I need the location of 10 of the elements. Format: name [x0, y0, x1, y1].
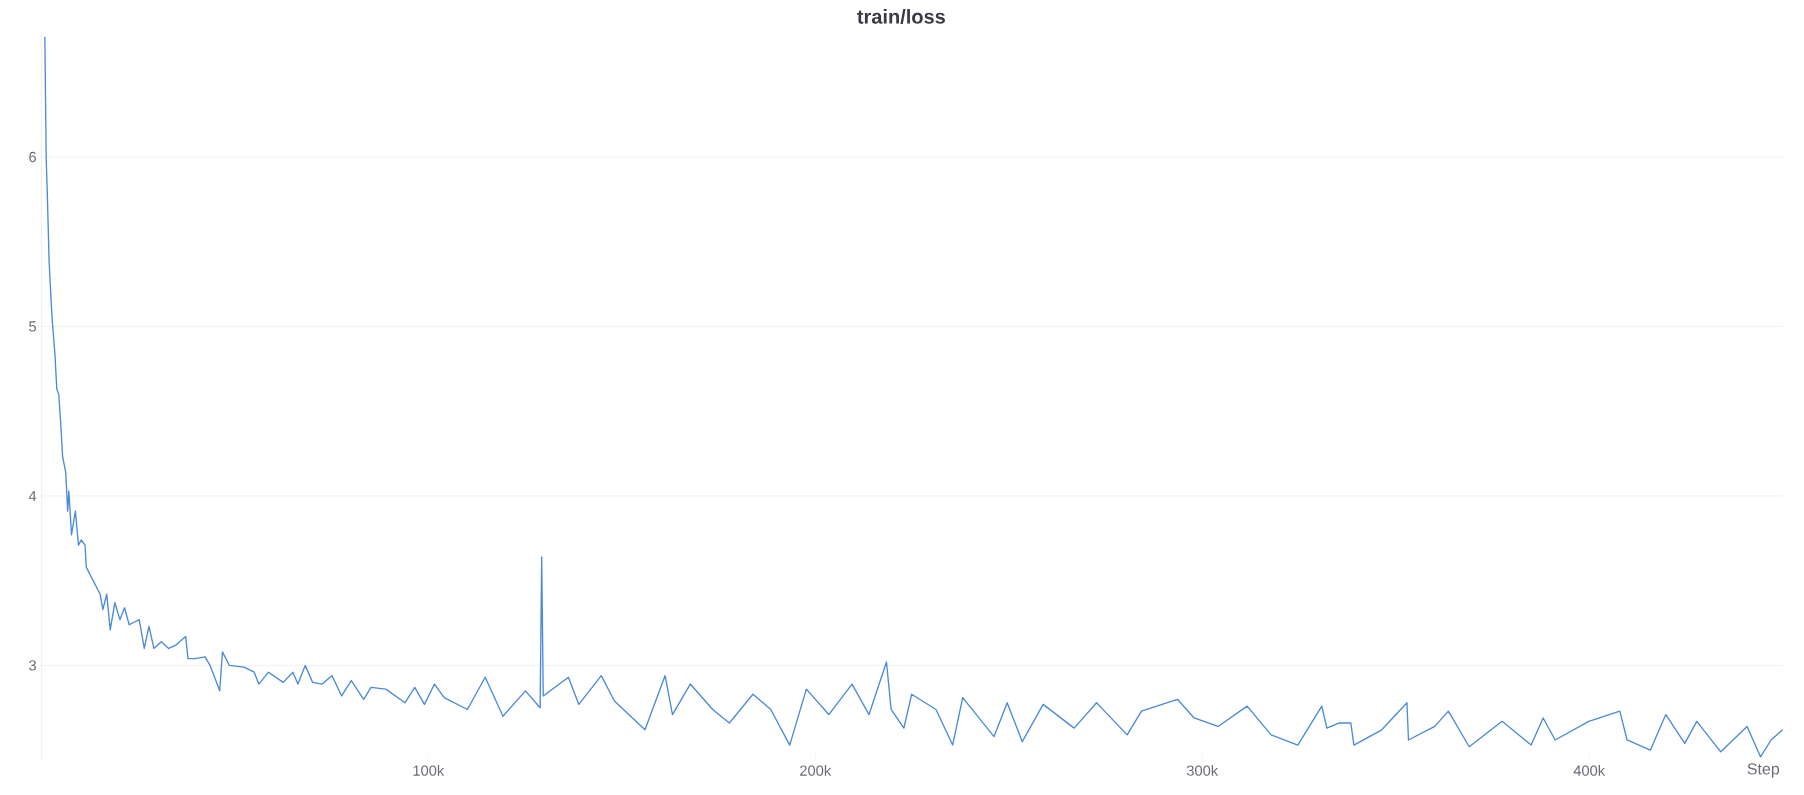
x-tick-label: 200k: [800, 765, 832, 776]
x-tick-label: 300k: [1186, 765, 1219, 776]
y-tick-label: 4: [28, 490, 37, 501]
x-tick-label: 400k: [1573, 765, 1606, 776]
y-tick-label: 6: [29, 151, 36, 163]
y-tick-label: 3: [29, 660, 36, 671]
x-axis-title: Step: [1747, 763, 1780, 778]
x-tick-label: 100k: [413, 765, 445, 776]
chart-title: train/loss: [857, 9, 945, 24]
y-tick-label: 5: [29, 321, 36, 332]
